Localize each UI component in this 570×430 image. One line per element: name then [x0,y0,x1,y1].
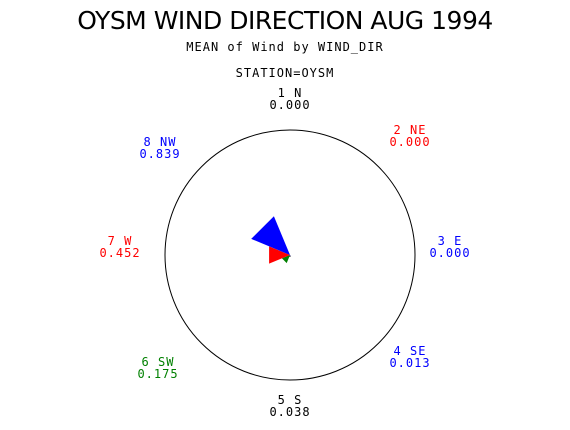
rose-sectors [251,216,291,264]
direction-label-sw: 6 SW [142,355,175,369]
direction-label-nw: 8 NW [144,135,177,149]
direction-value-nw: 0.839 [139,147,180,161]
direction-label-w: 7 W [108,234,133,248]
sector-s [289,255,291,257]
direction-label-e: 3 E [438,234,463,248]
station-label: STATION=OYSM [235,66,335,80]
chart-title: OYSM WIND DIRECTION AUG 1994 [77,6,493,35]
direction-value-ne: 0.000 [389,135,430,149]
chart-subtitle: MEAN of Wind by WIND_DIR [186,40,384,54]
sector-sw [281,255,290,264]
direction-value-se: 0.013 [389,356,430,370]
sector-w [269,246,290,264]
direction-label-n: 1 N [278,86,303,100]
direction-value-w: 0.452 [99,246,140,260]
direction-label-se: 4 SE [394,344,427,358]
direction-value-n: 0.000 [269,98,310,112]
direction-value-sw: 0.175 [137,367,178,381]
direction-value-e: 0.000 [429,246,470,260]
sector-se [290,255,291,256]
direction-value-s: 0.038 [269,405,310,419]
sector-nw [251,216,290,255]
direction-label-ne: 2 NE [394,123,427,137]
direction-label-s: 5 S [278,393,303,407]
rose-outline-circle [164,129,416,381]
